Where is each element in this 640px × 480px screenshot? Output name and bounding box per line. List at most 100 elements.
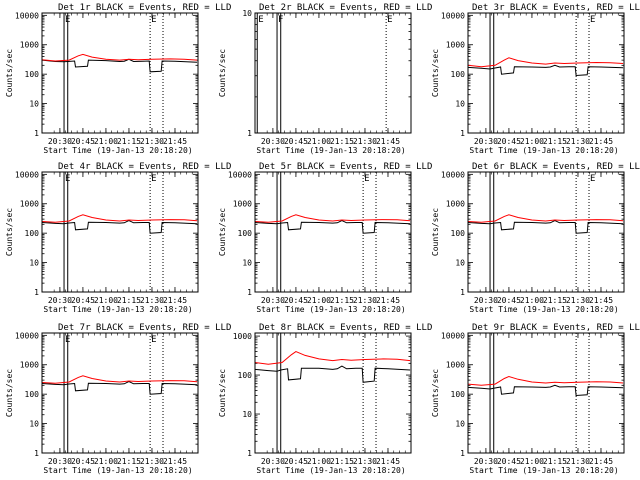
y-tick-label: 1000 [233,200,252,209]
x-tick-label: 20:45 [497,296,521,305]
panel-det-7r: Det 7r BLACK = Events, RED = LLD 1 10 100 10… [5,323,231,475]
panel-title: Det 2r BLACK = Events, RED = LLD [259,3,432,13]
y-tick-label: 1 [34,449,39,458]
y-tick-label: 10 [29,259,39,268]
y-tick-label: 1000 [20,361,39,370]
panel-title: Det 1r BLACK = Events, RED = LLD [58,3,231,13]
x-axis-label: Start Time (19-Jan-13 20:18:20) [469,146,618,155]
y-tick-label: 10 [242,259,252,268]
y-tick-label: 1 [460,129,465,138]
panel-det-6r: Det 6r BLACK = Events, RED = LLD 1 10 100 10… [431,162,640,314]
time-marker-label: E [364,174,369,184]
x-axis-label: Start Time (19-Jan-13 20:18:20) [256,305,405,314]
x-tick-label: 21:15 [543,296,567,305]
x-tick-label: 21:30 [353,137,377,146]
x-tick-label: 21:00 [520,457,544,466]
x-tick-label: 20:45 [71,137,95,146]
x-axis-label: Start Time (19-Jan-13 20:18:20) [256,146,405,155]
x-tick-label: 20:45 [284,296,308,305]
time-marker-label: E [151,174,156,184]
series-line-events [467,64,624,77]
panel-det-1r: Det 1r BLACK = Events, RED = LLD 1 10 100 10… [5,3,231,155]
y-tick-label: 1 [247,449,252,458]
y-tick-label: 10000 [441,331,465,340]
x-tick-label: 21:00 [94,137,118,146]
y-tick-label: 1000 [233,332,252,341]
plot-frame [41,12,199,134]
x-tick-label: 21:15 [330,457,354,466]
series-line-lld [467,214,624,223]
panel-title: Det 9r BLACK = Events, RED = LLD [472,323,640,333]
x-tick-label: 21:00 [94,296,118,305]
x-tick-label: 20:45 [71,296,95,305]
y-tick-label: 1000 [446,361,465,370]
plot-frame [41,171,199,293]
y-tick-label: 100 [451,229,466,238]
x-tick-label: 20:45 [71,457,95,466]
x-tick-label: 21:00 [307,457,331,466]
y-axis-label: Counts/sec [5,369,14,417]
x-tick-label: 21:30 [353,457,377,466]
x-tick-label: 21:30 [140,457,164,466]
y-tick-label: 100 [451,70,466,79]
y-tick-label: 10000 [228,170,252,179]
x-tick-label: 21:15 [117,137,141,146]
x-tick-label: 21:45 [376,296,400,305]
y-tick-label: 10 [242,410,252,419]
panel-det-3r: Det 3r BLACK = Events, RED = LLD 1 10 100 10… [431,3,640,155]
y-axis-label: Counts/sec [431,369,440,417]
x-tick-label: 21:45 [589,137,613,146]
x-tick-label: 21:15 [543,457,567,466]
x-tick-label: 21:15 [330,137,354,146]
series-line-lld [467,375,624,386]
time-marker-label: E [590,174,595,184]
x-tick-label: 20:30 [474,296,498,305]
series-line-lld [41,375,198,384]
y-axis-label: Counts/sec [5,49,14,97]
x-tick-label: 20:45 [284,457,308,466]
x-tick-label: 20:45 [284,137,308,146]
y-axis-label: Counts/sec [218,49,227,97]
panel-det-8r: Det 8r BLACK = Events, RED = LLD 1 10 100 10… [218,323,432,475]
y-tick-label: 100 [238,229,253,238]
x-tick-label: 21:00 [307,137,331,146]
x-tick-label: 20:30 [261,137,285,146]
y-tick-label: 1 [247,288,252,297]
x-tick-label: 21:15 [117,296,141,305]
x-tick-label: 20:30 [474,137,498,146]
y-tick-label: 100 [25,70,40,79]
x-tick-label: 21:45 [589,296,613,305]
series-line-events [254,219,411,234]
plot-frame [254,332,412,454]
series-line-lld [254,351,411,365]
plot-frame [254,12,412,134]
panel-title: Det 5r BLACK = Events, RED = LLD [259,162,432,172]
y-tick-label: 1 [460,449,465,458]
series-line-events [41,219,198,234]
x-tick-label: 20:30 [48,296,72,305]
x-tick-label: 20:45 [497,457,521,466]
x-axis-label: Start Time (19-Jan-13 20:18:20) [43,305,192,314]
x-tick-label: 21:45 [376,457,400,466]
x-tick-label: 21:15 [543,137,567,146]
y-tick-label: 10 [242,9,252,18]
x-axis-label: Start Time (19-Jan-13 20:18:20) [469,305,618,314]
y-axis-label: Counts/sec [218,208,227,256]
x-tick-label: 20:30 [48,457,72,466]
plot-frame [467,332,625,454]
y-tick-label: 1000 [20,41,39,50]
y-tick-label: 100 [451,390,466,399]
y-axis-label: Counts/sec [431,49,440,97]
time-marker-label: E [258,15,263,25]
series-line-events [41,380,198,395]
x-tick-label: 21:00 [307,296,331,305]
x-tick-label: 21:45 [376,137,400,146]
x-tick-label: 20:45 [497,137,521,146]
x-tick-label: 21:00 [520,296,544,305]
x-axis-label: Start Time (19-Jan-13 20:18:20) [469,466,618,475]
panel-det-4r: Det 4r BLACK = Events, RED = LLD 1 10 100 10… [5,162,231,314]
y-tick-label: 1 [34,288,39,297]
plot-frame [254,171,412,293]
y-tick-label: 100 [25,390,40,399]
